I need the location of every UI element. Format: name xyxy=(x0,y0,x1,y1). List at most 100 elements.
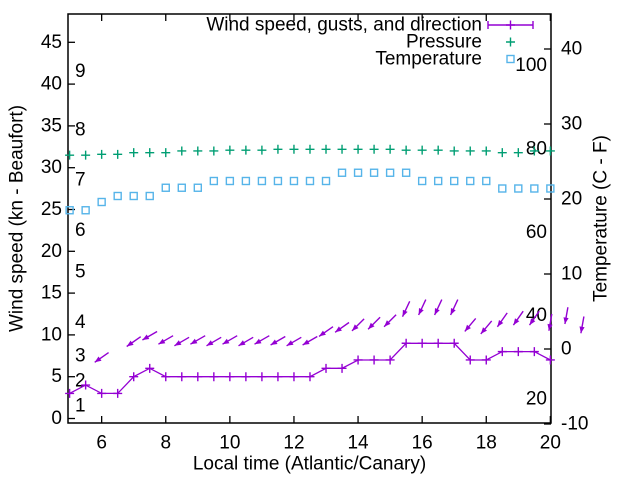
pressure-point xyxy=(113,149,123,159)
y-left-tick-label: 0 xyxy=(51,408,62,429)
wind-arrow-head xyxy=(206,340,214,346)
temperature-point xyxy=(257,176,267,186)
wind-arrow-head xyxy=(190,338,198,345)
fahrenheit-scale-label: 20 xyxy=(526,389,547,410)
wind-speed-point xyxy=(513,347,523,357)
temperature-point xyxy=(193,183,203,192)
pressure-point xyxy=(433,145,443,155)
legend-sample-wind-marker xyxy=(506,20,515,30)
beaufort-scale-label: 2 xyxy=(75,370,86,391)
pressure-point xyxy=(513,148,523,158)
legend-sample-temperature xyxy=(506,54,515,64)
y-right-tick-label: 20 xyxy=(561,189,582,210)
pressure-point xyxy=(449,146,459,156)
wind-speed-point xyxy=(385,355,395,365)
pressure-series xyxy=(65,144,555,160)
wind-arrow-head xyxy=(368,322,375,330)
x-tick-label: 20 xyxy=(540,433,561,454)
temperature-point xyxy=(433,176,443,186)
legend-label-wind: Wind speed, gusts, and direction xyxy=(206,15,482,36)
pressure-point xyxy=(497,148,507,158)
legend-label-temperature: Temperature xyxy=(375,49,482,70)
pressure-point xyxy=(545,146,555,156)
pressure-point xyxy=(193,146,203,156)
temperature-point xyxy=(289,176,299,186)
temperature-point xyxy=(225,176,235,186)
wind-speed-point xyxy=(321,363,331,373)
temperature-point xyxy=(466,176,475,186)
y-left-tick-label: 5 xyxy=(51,366,62,387)
wind-arrow-head xyxy=(126,340,134,347)
wind-speed-point xyxy=(145,363,155,373)
wind-speed-point xyxy=(113,388,123,398)
y-right-tick-label: 30 xyxy=(561,114,582,135)
pressure-point xyxy=(209,146,219,156)
beaufort-scale-label: 8 xyxy=(75,120,86,141)
pressure-point xyxy=(321,144,331,154)
wind-arrow-head xyxy=(579,326,585,334)
temperature-point xyxy=(113,191,122,201)
y-axis-left-title: Wind speed (kn - Beaufort) xyxy=(7,105,28,332)
y-left-tick-label: 10 xyxy=(41,324,62,345)
beaufort-scale-label: 7 xyxy=(75,170,86,191)
wind-arrow-head xyxy=(302,339,310,345)
beaufort-scale-label: 4 xyxy=(75,312,86,333)
fahrenheit-scale-label: 80 xyxy=(526,138,547,159)
legend-sample-pressure xyxy=(506,37,515,47)
pressure-point xyxy=(273,144,283,154)
wind-arrow-head xyxy=(174,340,182,346)
wind-speed-point xyxy=(273,372,283,382)
pressure-point xyxy=(289,144,299,154)
wind-speed-point xyxy=(305,372,315,382)
wind-arrow-head xyxy=(384,320,391,327)
pressure-point xyxy=(225,145,235,155)
temperature-point xyxy=(81,206,90,215)
wind-speed-point xyxy=(369,355,379,365)
x-axis: 6 8 10 12 14 16 18 20 Local time (Atlantic/Canar… xyxy=(96,14,561,475)
pressure-point xyxy=(385,144,395,154)
wind-speed-point xyxy=(545,355,555,365)
wind-speed-point xyxy=(497,347,507,357)
temperature-point xyxy=(337,168,347,177)
wind-arrow-head xyxy=(480,327,487,334)
pressure-point xyxy=(81,150,91,160)
wind-speed-line xyxy=(69,342,551,395)
wind-speed-point xyxy=(481,355,491,365)
wind-direction-arrows xyxy=(94,299,585,363)
pressure-point xyxy=(145,148,155,158)
temperature-point xyxy=(546,184,555,193)
x-tick-label: 14 xyxy=(347,433,369,454)
y-left-tick-label: 35 xyxy=(41,115,62,136)
beaufort-scale-label: 5 xyxy=(75,262,86,283)
x-tick-label: 10 xyxy=(219,433,240,454)
beaufort-scale-label: 1 xyxy=(75,395,86,416)
y-left-tick-label: 15 xyxy=(41,283,62,304)
wind-arrow-head xyxy=(335,326,342,333)
wind-speed-point xyxy=(161,372,171,382)
wind-arrow-head xyxy=(450,308,456,315)
wind-speed-point xyxy=(289,372,299,382)
temperature-point xyxy=(385,168,395,177)
temperature-point xyxy=(369,168,379,177)
pressure-point xyxy=(161,148,171,158)
wind-arrow-head xyxy=(352,324,359,331)
y-right-tick-label: 40 xyxy=(561,39,582,60)
wind-speed-point xyxy=(337,363,347,373)
temperature-point xyxy=(482,176,491,186)
temperature-point xyxy=(273,176,283,186)
wind-arrow-head xyxy=(238,340,246,346)
pressure-point xyxy=(337,144,347,154)
wind-arrow-head xyxy=(547,323,553,331)
temperature-point xyxy=(177,183,186,192)
temperature-point xyxy=(498,184,507,193)
temperature-point xyxy=(450,176,459,186)
temperature-series xyxy=(65,168,555,215)
temperature-point xyxy=(161,183,170,192)
temperature-point xyxy=(417,176,427,186)
pressure-point xyxy=(97,149,107,159)
